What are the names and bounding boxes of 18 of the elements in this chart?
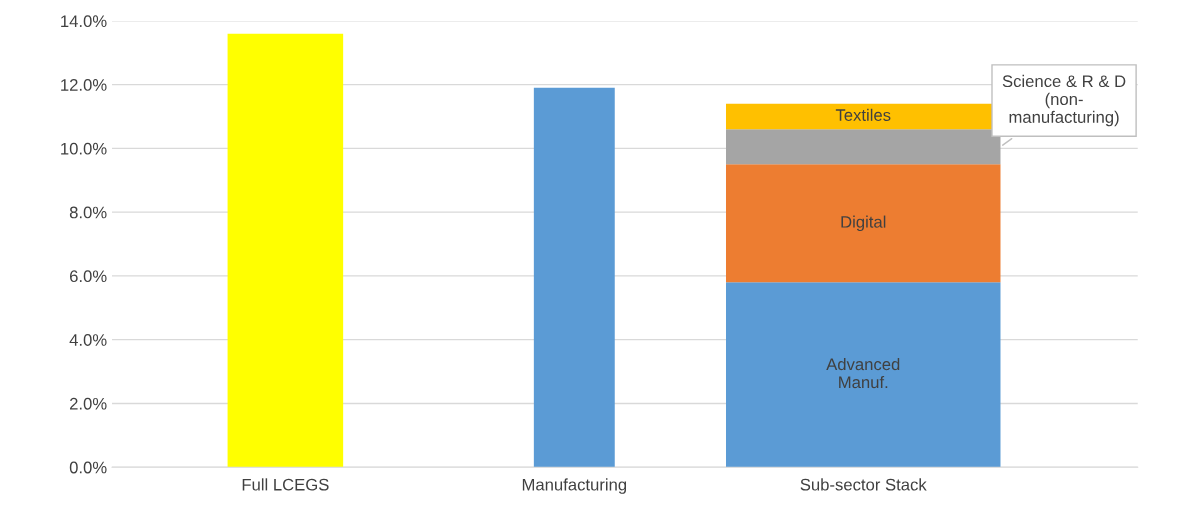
series-label: Science & R & D (non- manufacturing) [1002, 74, 1126, 127]
y-tick-label: 10.0% [61, 142, 107, 155]
bar [726, 164, 1001, 283]
y-tick-label: 2.0% [70, 397, 107, 410]
bar [726, 282, 1001, 468]
y-tick-label: 0.0% [69, 461, 107, 474]
y-tick-label: 4.0% [69, 334, 107, 346]
y-tick-label: 6.0% [70, 270, 107, 283]
x-tick-label: Full LCEGS [242, 478, 329, 491]
x-tick-label: Manufacturing [522, 478, 627, 494]
x-tick-label: Sub-sector Stack [800, 478, 927, 491]
y-tick-label: 8.0% [69, 206, 107, 219]
series-label: Textiles [835, 108, 891, 121]
bar [726, 129, 1001, 165]
series-label: Digital [841, 215, 886, 232]
y-tick-label: 12.0% [61, 79, 107, 91]
series-label: Advanced Manuf. [826, 358, 900, 389]
y-tick-label: 14.0% [61, 15, 107, 28]
